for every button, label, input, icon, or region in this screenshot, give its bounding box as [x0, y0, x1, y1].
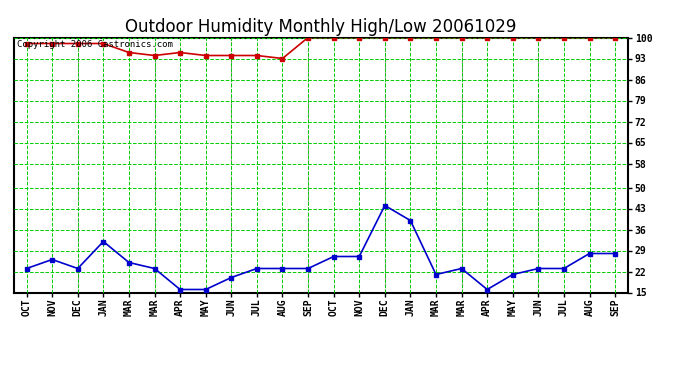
Text: Copyright 2006 Castronics.com: Copyright 2006 Castronics.com: [17, 40, 172, 49]
Title: Outdoor Humidity Monthly High/Low 20061029: Outdoor Humidity Monthly High/Low 200610…: [125, 18, 517, 36]
